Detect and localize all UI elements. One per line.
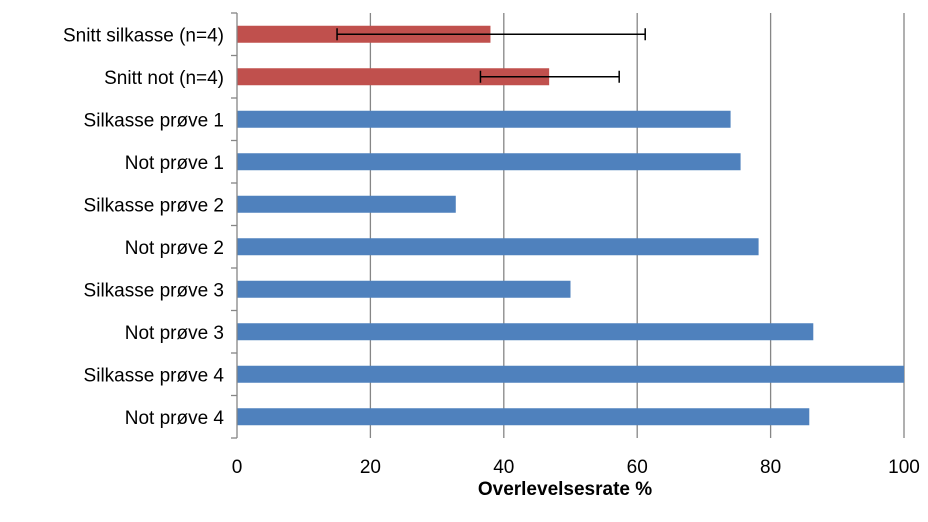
- bar: [237, 280, 571, 298]
- x-axis-labels: 0 20 40 60 80 100: [232, 457, 920, 478]
- x-tick-label: 100: [888, 457, 920, 478]
- bar: [237, 323, 814, 341]
- bar: [237, 195, 456, 213]
- bar: [237, 365, 904, 383]
- x-tick-label: 20: [360, 457, 381, 478]
- y-tick-label: Silkasse prøve 4: [84, 365, 225, 386]
- bars: [237, 25, 904, 426]
- error-bars: [336, 28, 646, 83]
- bar: [237, 153, 741, 171]
- y-tick-label: Not prøve 3: [125, 323, 224, 344]
- bar: [237, 408, 810, 426]
- y-axis-ticks: [231, 12, 237, 439]
- x-tick-label: 0: [232, 457, 243, 478]
- x-tick-label: 40: [493, 457, 514, 478]
- x-tick-label: 60: [627, 457, 648, 478]
- x-tick-label: 80: [760, 457, 781, 478]
- bar: [237, 68, 550, 86]
- y-tick-label: Not prøve 1: [125, 153, 224, 174]
- y-tick-label: Not prøve 2: [125, 238, 224, 259]
- y-tick-label: Silkasse prøve 1: [84, 110, 224, 131]
- y-tick-label: Snitt silkasse (n=4): [63, 25, 224, 46]
- y-axis-labels: Snitt silkasse (n=4) Snitt not (n=4) Silka…: [63, 25, 224, 429]
- y-tick-label: Silkasse prøve 3: [84, 280, 224, 301]
- bar: [237, 110, 731, 128]
- y-tick-label: Not prøve 4: [125, 408, 225, 429]
- y-tick-label: Snitt not (n=4): [104, 68, 224, 89]
- x-axis-title: Overlevelsesrate %: [478, 479, 652, 500]
- y-tick-label: Silkasse prøve 2: [84, 195, 224, 216]
- bar: [237, 238, 759, 256]
